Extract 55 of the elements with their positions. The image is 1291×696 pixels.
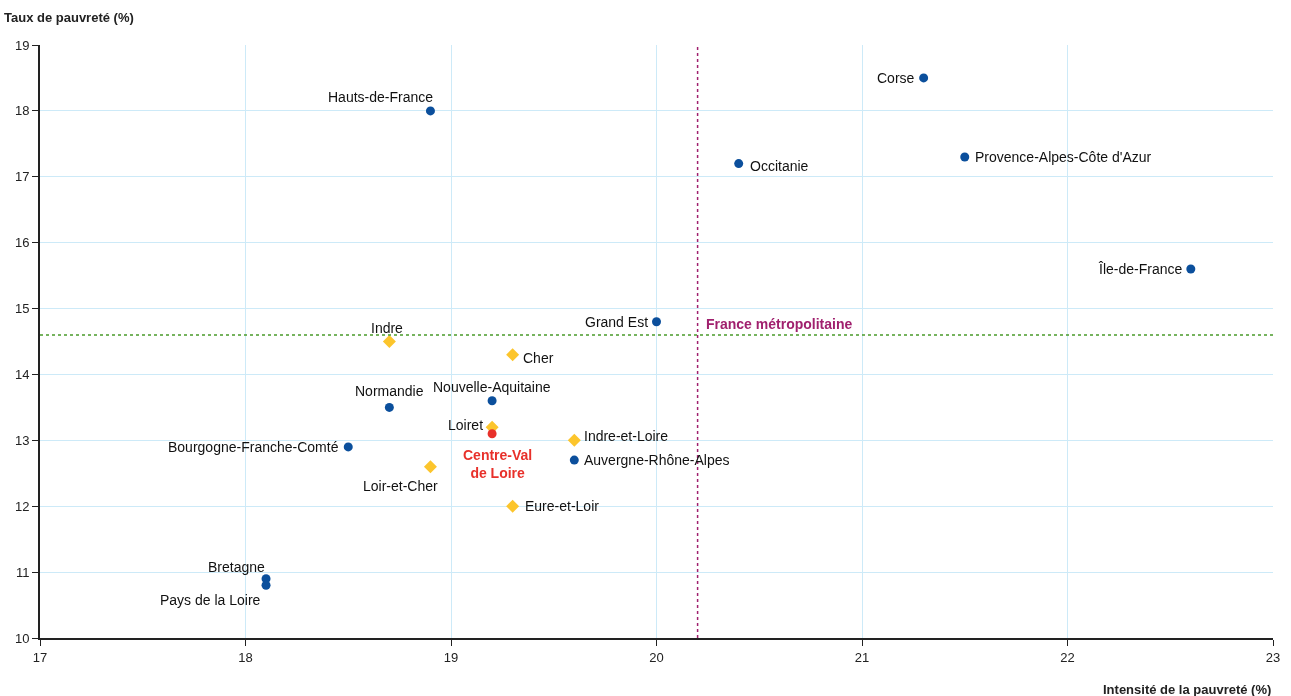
y-tick-label: 15 — [14, 301, 30, 317]
point — [652, 317, 661, 327]
x-tick-label: 22 — [1060, 649, 1075, 665]
point — [919, 73, 929, 83]
y-tick-label: 12 — [14, 498, 30, 514]
annotation: Cher — [523, 350, 554, 366]
annotation: Auvergne-Rhône-Alpes — [584, 452, 730, 468]
point — [734, 159, 744, 169]
annotation: Île-de-France — [1098, 261, 1183, 277]
annotation: Pays de la Loire — [160, 592, 261, 608]
x-tick-label: 18 — [238, 649, 253, 665]
x-tick-label: 20 — [649, 649, 664, 665]
annotation: Occitanie — [750, 158, 809, 174]
annotation: Normandie — [355, 383, 424, 399]
y-tick-label: 16 — [14, 235, 30, 251]
point — [423, 460, 437, 474]
annotation: Indre-et-Loire — [584, 428, 669, 444]
point — [425, 106, 435, 116]
y-tick-label: 19 — [14, 37, 30, 53]
y-tick-label: 14 — [14, 366, 30, 382]
y-tick-label: 17 — [14, 169, 30, 185]
point — [487, 429, 497, 439]
ref-line-label: France métropolitaine — [706, 316, 853, 332]
annotation: Loiret — [448, 417, 484, 433]
point — [960, 152, 970, 162]
annotation: Bretagne — [208, 559, 266, 575]
point — [506, 348, 520, 362]
x-axis-title: Intensité de la pauvreté (%) — [1103, 682, 1272, 696]
annotation: Provence-Alpes-Côte d'Azur — [975, 149, 1152, 165]
x-tick-label: 23 — [1265, 649, 1281, 665]
annotation: Corse — [877, 70, 915, 86]
point — [343, 442, 353, 452]
annotation: Bourgogne-Franche-Comté — [168, 439, 339, 455]
y-axis-title: Taux de pauvreté (%) — [4, 10, 134, 25]
point — [487, 396, 497, 406]
y-tick-label: 11 — [15, 564, 30, 580]
annotation: Nouvelle-Aquitaine — [433, 379, 551, 395]
annotation: Hauts-de-France — [328, 89, 434, 105]
point — [569, 455, 579, 465]
point — [382, 335, 396, 348]
y-tick-label: 13 — [14, 432, 30, 448]
x-tick-label: 19 — [443, 649, 459, 665]
x-tick-label: 17 — [32, 649, 48, 665]
point — [506, 499, 520, 513]
annotation: Eure-et-Loir — [525, 498, 600, 514]
annotation: Indre — [371, 320, 404, 336]
series-label: Centre-Val de Loire — [463, 447, 533, 482]
point — [567, 433, 581, 447]
y-tick-label: 10 — [14, 630, 30, 646]
point — [1186, 264, 1196, 274]
annotation: Grand Est — [585, 314, 649, 330]
annotation: Loir-et-Cher — [363, 478, 439, 494]
x-tick-label: 21 — [854, 649, 870, 665]
y-tick-label: 18 — [14, 103, 30, 119]
point — [384, 402, 394, 412]
